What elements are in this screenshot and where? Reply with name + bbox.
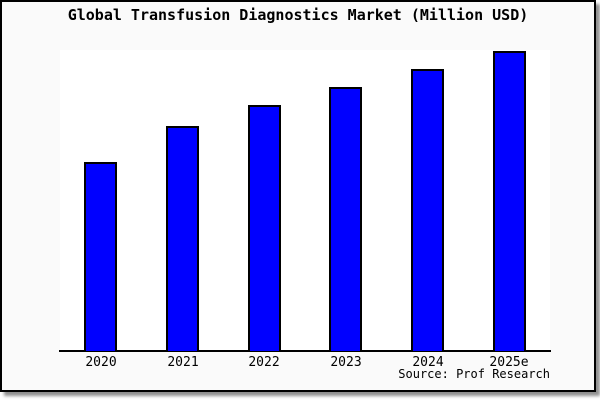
bar-2021 <box>166 126 199 351</box>
bar-2020 <box>84 162 117 351</box>
x-axis-line <box>59 350 551 352</box>
source-text: Source: Prof Research <box>398 367 550 381</box>
x-axis-label-2023: 2023 <box>330 355 362 370</box>
chart-title: Global Transfusion Diagnostics Market (M… <box>67 6 529 24</box>
bar-2024 <box>411 69 444 351</box>
plot-area <box>60 50 550 350</box>
x-axis-label-2022: 2022 <box>248 355 280 370</box>
x-axis-label-2020: 2020 <box>85 355 117 370</box>
bar-2022 <box>248 105 281 351</box>
bar-2023 <box>329 87 362 351</box>
x-axis-label-2021: 2021 <box>167 355 199 370</box>
x-axis-label-2024: 2024 <box>412 355 444 370</box>
x-axis-label-2025e: 2025e <box>489 355 529 370</box>
bar-2025e <box>493 51 526 351</box>
